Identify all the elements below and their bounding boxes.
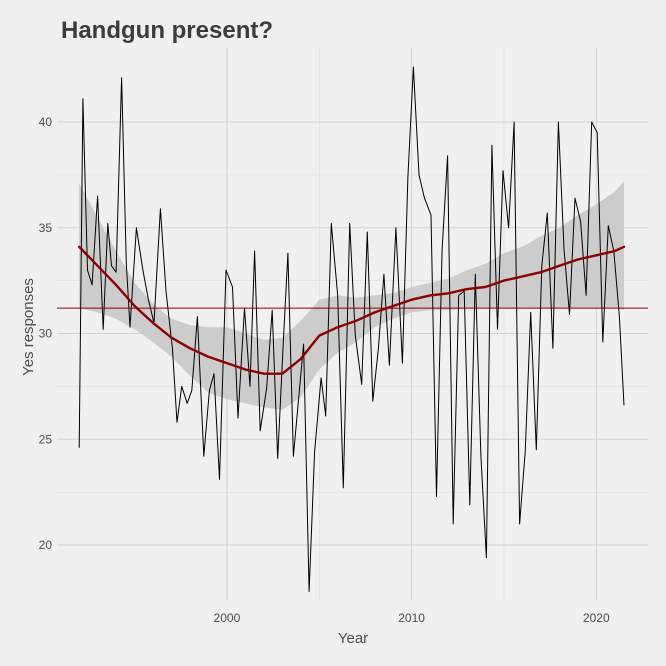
- confidence-band: [79, 181, 624, 410]
- smooth-series-line: [77, 245, 626, 375]
- x-tick-label: 2000: [214, 611, 241, 625]
- grid: [57, 48, 648, 600]
- x-axis-label: Year: [338, 630, 368, 647]
- confidence-band-area: [79, 181, 624, 410]
- raw-series: [78, 66, 625, 592]
- y-tick-label: 20: [39, 538, 53, 552]
- y-axis-label: Yes responses: [20, 278, 37, 376]
- y-tick-label: 30: [39, 327, 53, 341]
- x-tick-label: 2010: [398, 611, 425, 625]
- smooth-series: [77, 245, 626, 375]
- chart-title: Handgun present?: [61, 17, 273, 44]
- y-tick-label: 40: [39, 115, 53, 129]
- x-tick-label: 2020: [583, 611, 610, 625]
- y-axis-ticks: 20 25 30 35 40: [39, 115, 53, 552]
- y-tick-label: 35: [39, 221, 53, 235]
- x-axis-ticks: 2000 2010 2020: [214, 611, 610, 625]
- raw-series-line: [78, 66, 625, 592]
- y-tick-label: 25: [39, 432, 53, 446]
